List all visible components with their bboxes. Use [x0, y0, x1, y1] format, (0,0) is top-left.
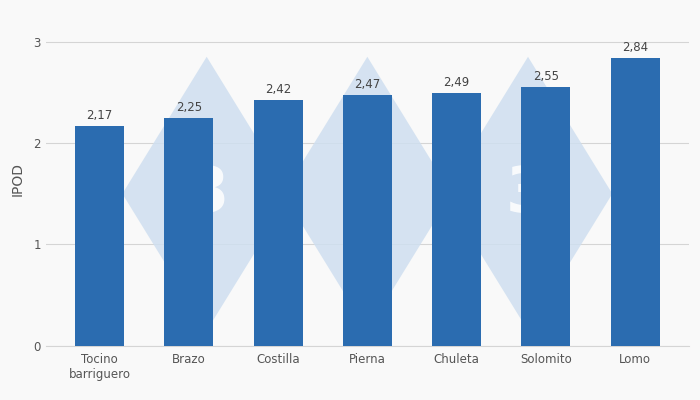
Bar	[343, 95, 392, 346]
Text: 2,42: 2,42	[265, 83, 291, 96]
Polygon shape	[283, 57, 452, 331]
Text: 3: 3	[506, 163, 550, 225]
Text: 2,84: 2,84	[622, 41, 648, 54]
Bar	[432, 93, 481, 346]
Bar	[164, 118, 214, 346]
Text: 3: 3	[345, 163, 390, 225]
Text: 2,49: 2,49	[444, 76, 470, 89]
Y-axis label: IPOD: IPOD	[11, 162, 25, 196]
Bar	[610, 58, 659, 346]
Polygon shape	[444, 57, 612, 331]
Text: 2,17: 2,17	[87, 109, 113, 122]
Text: 3: 3	[184, 163, 229, 225]
Bar	[75, 126, 124, 346]
Bar	[253, 100, 302, 346]
Text: 2,55: 2,55	[533, 70, 559, 83]
Polygon shape	[122, 57, 291, 331]
Text: 2,25: 2,25	[176, 100, 202, 114]
Bar	[522, 87, 570, 346]
Text: 2,47: 2,47	[354, 78, 381, 91]
